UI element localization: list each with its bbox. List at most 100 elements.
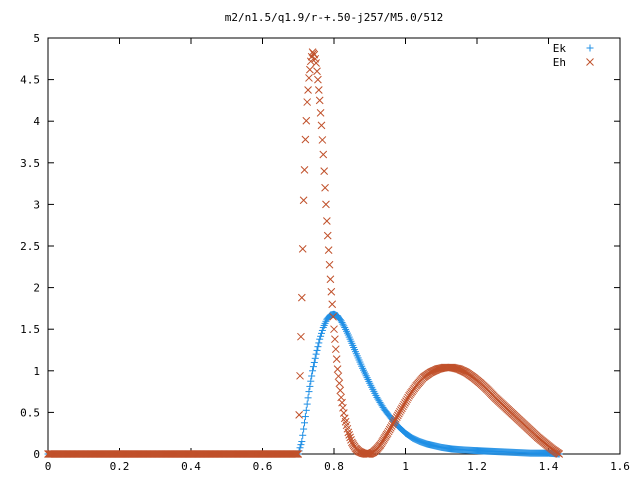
data-point <box>393 411 402 420</box>
data-point <box>390 416 399 425</box>
x-tick-label: 1.2 <box>467 460 487 473</box>
data-point <box>294 450 303 458</box>
y-tick-label: 2.5 <box>20 240 40 253</box>
data-point <box>402 397 410 405</box>
data-point <box>306 57 315 66</box>
data-point <box>305 388 313 396</box>
data-point <box>339 320 347 328</box>
x-tick-label: 0.6 <box>253 460 273 473</box>
data-point <box>325 260 334 269</box>
data-point <box>307 377 315 385</box>
data-point <box>400 400 408 409</box>
data-point <box>336 316 344 324</box>
legend-label-eh: Eh <box>553 56 566 69</box>
data-point <box>324 246 333 255</box>
data-point <box>330 325 338 334</box>
x-tick-label: 0.2 <box>110 460 130 473</box>
plot-frame <box>47 37 621 455</box>
data-point <box>301 419 309 427</box>
legend-marker-ek <box>586 44 594 52</box>
data-point <box>391 415 400 423</box>
y-tick-label: 3.5 <box>20 157 40 170</box>
data-point <box>334 372 343 381</box>
data-point <box>304 394 312 402</box>
y-tick-label: 5 <box>33 32 40 45</box>
data-point <box>399 402 407 411</box>
y-tick-label: 4 <box>33 115 40 128</box>
data-point <box>392 413 401 422</box>
data-point <box>309 367 317 375</box>
data-point <box>327 287 336 296</box>
series-eh <box>44 48 564 458</box>
data-point <box>316 109 325 117</box>
data-point <box>316 335 324 343</box>
data-point <box>333 365 342 373</box>
data-point <box>347 436 355 444</box>
data-point <box>388 420 397 429</box>
data-point <box>302 406 310 414</box>
data-point <box>306 382 314 390</box>
data-point <box>310 358 318 366</box>
data-point <box>337 317 345 325</box>
data-point <box>336 386 345 395</box>
x-tick-label: 0.8 <box>324 460 344 473</box>
legend-markers <box>586 44 594 66</box>
data-point <box>320 167 329 175</box>
data-point <box>301 413 309 421</box>
data-point <box>312 59 320 67</box>
data-point <box>303 400 311 408</box>
data-point <box>315 339 323 347</box>
legend-label-ek: Ek <box>553 42 567 55</box>
data-point <box>293 450 302 458</box>
legend-marker-eh <box>586 58 594 66</box>
data-point <box>299 431 307 439</box>
data-point <box>401 399 409 407</box>
data-point <box>318 326 326 334</box>
y-axis: 0 0.5 1 1.5 2 2.5 3 3.5 4 4.5 5 <box>20 32 620 461</box>
x-tick-label: 1.4 <box>539 460 559 473</box>
data-point <box>396 407 404 416</box>
data-point <box>300 166 309 174</box>
data-point <box>387 422 396 430</box>
data-point <box>302 116 311 125</box>
data-point <box>323 231 332 240</box>
data-point <box>329 312 337 321</box>
y-tick-label: 1 <box>33 365 40 378</box>
data-point <box>331 345 340 354</box>
data-point <box>313 67 321 76</box>
y-tick-label: 2 <box>33 282 40 295</box>
data-point <box>317 121 326 130</box>
data-point <box>319 150 328 159</box>
data-point <box>305 74 313 82</box>
chart-title: m2/n1.5/q1.9/r-+.50-j257/M5.0/512 <box>225 11 444 24</box>
series-layer <box>44 48 564 458</box>
y-tick-label: 1.5 <box>20 323 40 336</box>
data-point <box>314 86 323 94</box>
data-point <box>296 444 304 452</box>
data-point <box>306 65 314 74</box>
data-point <box>308 372 316 380</box>
x-tick-label: 1 <box>402 460 409 473</box>
data-point <box>398 404 406 413</box>
data-point <box>298 438 306 446</box>
y-tick-label: 0 <box>33 448 40 461</box>
data-point <box>300 425 308 433</box>
data-point <box>309 363 317 371</box>
data-point <box>386 423 395 432</box>
data-point <box>321 183 329 192</box>
data-point <box>389 418 398 427</box>
data-point <box>296 371 304 380</box>
data-point <box>313 346 321 354</box>
data-point <box>346 433 354 442</box>
data-point <box>299 196 308 205</box>
data-point <box>332 355 341 364</box>
data-point <box>295 411 303 419</box>
data-point <box>395 409 403 418</box>
data-point <box>331 335 339 344</box>
data-point <box>326 275 335 284</box>
data-point <box>301 135 310 144</box>
data-point <box>292 450 301 458</box>
data-point <box>318 136 327 144</box>
data-point <box>314 75 322 84</box>
